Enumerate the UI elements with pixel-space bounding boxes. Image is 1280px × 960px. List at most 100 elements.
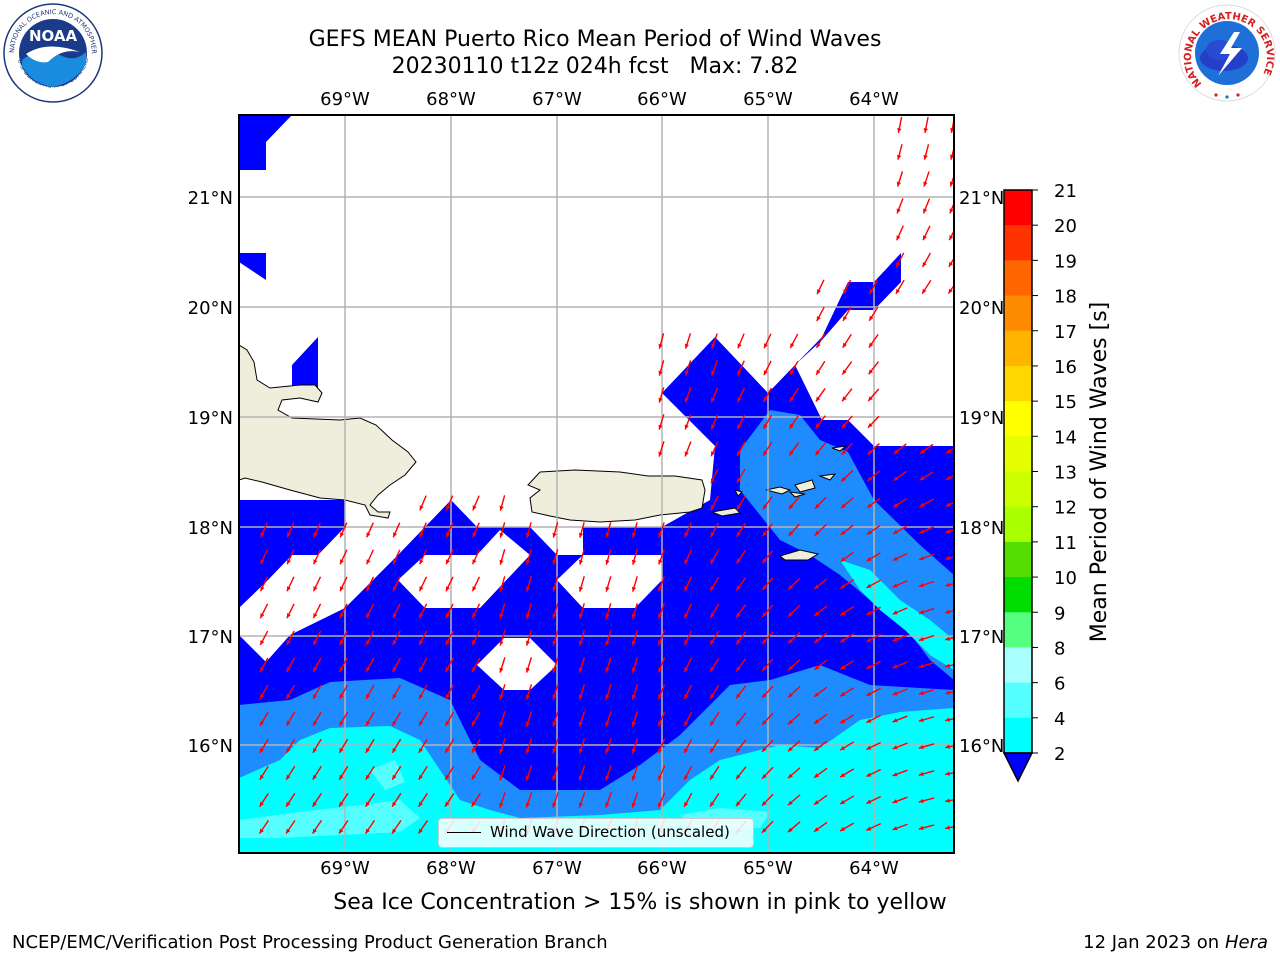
- wind-wave-arrow: [286, 630, 295, 646]
- title-line-1: GEFS MEAN Puerto Rico Mean Period of Win…: [308, 27, 882, 52]
- wind-wave-arrow: [710, 414, 719, 430]
- wind-wave-arrow: [525, 603, 532, 619]
- wind-wave-arrow: [418, 792, 428, 808]
- wind-wave-arrow: [735, 658, 747, 672]
- wind-wave-arrow: [815, 333, 826, 349]
- wind-wave-arrow: [525, 765, 533, 781]
- wind-wave-arrow: [260, 522, 268, 538]
- wind-wave-arrow: [259, 792, 269, 808]
- wind-wave-arrow: [918, 661, 935, 669]
- wind-wave-arrow: [813, 686, 828, 698]
- wind-wave-arrow: [631, 792, 639, 808]
- wind-wave-arrow: [605, 711, 612, 727]
- wind-wave-arrow: [312, 765, 322, 781]
- wind-wave-arrow: [683, 657, 693, 673]
- wind-wave-arrow: [339, 603, 348, 619]
- colorbar-tick-label: 12: [1054, 498, 1077, 519]
- wind-wave-arrow: [736, 495, 746, 511]
- wind-wave-arrow: [471, 549, 481, 565]
- wind-wave-arrow: [922, 225, 931, 241]
- wind-wave-arrow: [445, 576, 454, 592]
- wind-wave-arrow: [839, 741, 855, 751]
- wind-wave-arrow: [365, 684, 375, 700]
- wind-wave-arrow: [444, 711, 455, 727]
- wind-wave-arrow: [364, 819, 376, 835]
- wind-wave-arrow: [892, 580, 908, 588]
- wind-wave-arrow: [605, 765, 612, 781]
- wind-wave-arrow: [445, 549, 454, 565]
- wind-wave-arrow: [444, 765, 455, 781]
- wind-wave-arrow: [631, 576, 638, 592]
- wind-wave-arrow: [418, 711, 428, 727]
- wind-wave-arrow: [392, 549, 401, 565]
- wind-wave-arrow: [710, 522, 719, 538]
- wind-wave-arrow: [552, 792, 559, 808]
- colorbar-segment: [1004, 471, 1032, 508]
- wind-wave-arrow: [813, 794, 828, 806]
- colorbar-segment: [1004, 401, 1032, 437]
- wind-wave-arrow: [736, 522, 746, 538]
- colorbar-segment: [1004, 577, 1032, 613]
- wind-wave-arrow: [761, 658, 774, 672]
- wind-wave-arrow: [839, 660, 855, 670]
- wind-wave-arrow: [444, 684, 455, 700]
- band-2-4-nw: [239, 253, 266, 280]
- wind-wave-arrow: [892, 823, 908, 831]
- wind-wave-arrow: [392, 630, 401, 646]
- wind-wave-arrow: [762, 441, 773, 457]
- wind-wave-arrow: [709, 765, 720, 781]
- colorbar-tick-label: 4: [1054, 709, 1065, 730]
- wind-wave-arrow: [525, 792, 533, 808]
- wind-wave-arrow: [787, 740, 801, 752]
- colorbar-segment: [1004, 260, 1032, 297]
- legend-line-sample: [447, 832, 481, 833]
- wind-wave-arrow: [339, 576, 348, 592]
- wind-wave-arrow: [866, 579, 881, 589]
- wind-wave-arrow: [552, 738, 559, 754]
- wind-wave-arrow: [552, 765, 559, 781]
- wind-wave-arrow: [867, 388, 880, 402]
- wind-wave-arrow: [552, 657, 559, 673]
- wind-wave-arrow: [816, 279, 825, 295]
- wind-wave-arrow: [525, 549, 532, 565]
- wind-wave-arrow: [658, 522, 665, 538]
- colorbar-title: Mean Period of Wind Waves [s]: [1087, 302, 1112, 642]
- wind-wave-arrow: [896, 225, 904, 241]
- sea-ice-note: Sea Ice Concentration > 15% is shown in …: [333, 890, 947, 915]
- lon-labels-top: 69°W 68°W 67°W 66°W 65°W 64°W: [320, 89, 899, 110]
- wind-wave-arrow: [578, 657, 586, 673]
- wind-wave-arrow: [365, 549, 375, 565]
- wind-wave-arrow: [684, 333, 692, 349]
- wind-wave-arrow: [286, 657, 295, 673]
- wind-wave-arrow: [499, 495, 506, 511]
- colorbar: 21 20 19 18 17 16 15 14 13 12 11 10 9 8 6 4 2: [1002, 181, 1077, 783]
- wind-wave-arrow: [787, 713, 801, 725]
- wind-wave-arrow: [259, 738, 269, 754]
- lat-label: 17°N: [188, 627, 233, 648]
- lon-labels-bottom: 69°W 68°W 67°W 66°W 65°W 64°W: [320, 858, 899, 879]
- wind-wave-arrow: [605, 630, 612, 646]
- wind-wave-arrow: [866, 524, 881, 536]
- wind-wave-arrow: [631, 549, 638, 565]
- wind-wave-arrow: [657, 603, 666, 619]
- wind-wave-arrow: [684, 522, 692, 538]
- lon-label: 68°W: [426, 858, 476, 879]
- wind-wave-arrow: [842, 306, 852, 322]
- wind-wave-arrow: [552, 576, 559, 592]
- band-2-4-north: [239, 115, 292, 170]
- wind-wave-arrow: [339, 630, 348, 646]
- wind-wave-arrow: [286, 603, 295, 619]
- wind-wave-arrow: [892, 715, 908, 723]
- wind-wave-arrow: [259, 684, 269, 700]
- lat-label: 18°N: [959, 518, 1004, 539]
- wind-wave-arrow: [683, 792, 693, 808]
- wind-wave-arrow: [286, 522, 295, 538]
- lat-label: 20°N: [188, 298, 233, 319]
- wind-wave-arrow: [866, 660, 881, 670]
- wind-wave-arrow: [605, 549, 612, 565]
- wind-wave-arrow: [552, 630, 559, 646]
- wind-wave-arrow: [787, 686, 801, 698]
- wind-wave-arrow: [312, 711, 322, 727]
- wind-wave-arrow: [417, 819, 429, 835]
- colorbar-tick-label: 11: [1054, 533, 1077, 554]
